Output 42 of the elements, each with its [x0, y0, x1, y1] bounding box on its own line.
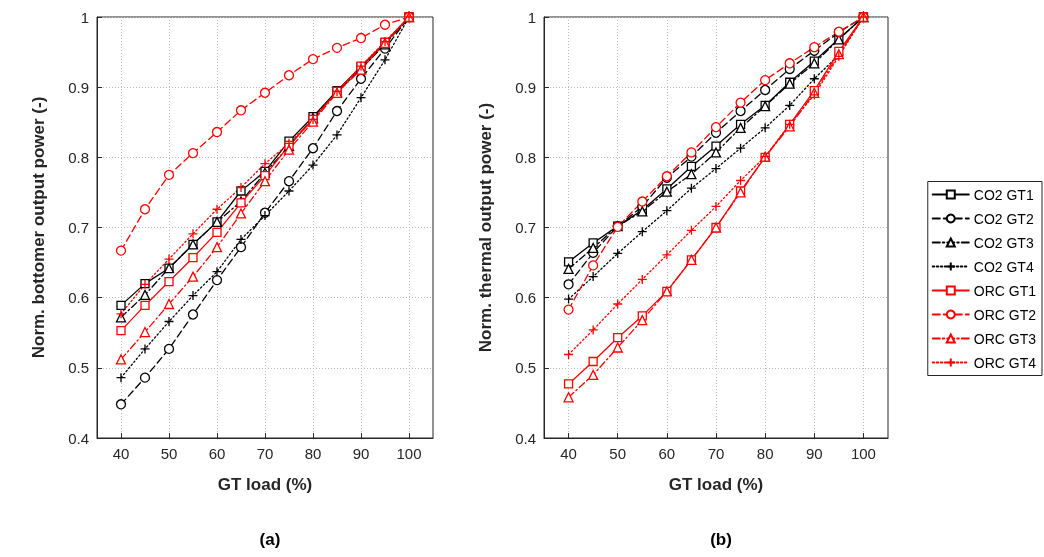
y-tick-label: 0.7 [515, 219, 536, 236]
y-axis-title: Norm. bottomer output power (-) [29, 96, 48, 359]
y-tick-label: 0.6 [515, 289, 536, 307]
legend-label: CO2 GT1 [973, 186, 1034, 203]
y-tick-label: 0.4 [68, 429, 89, 447]
legend-label: CO2 GT3 [973, 234, 1034, 251]
y-tick-label: 0.4 [515, 429, 536, 447]
x-axis-title: GT load (%) [668, 475, 764, 494]
text: (a) [259, 530, 281, 549]
x-tick-label: 60 [658, 445, 676, 462]
legend-label: ORC GT3 [973, 330, 1037, 347]
x-tick-label: 80 [756, 445, 774, 462]
y-axis-title: Norm. thermal output power (-) [476, 102, 495, 353]
x-tick-label: 50 [609, 445, 627, 462]
y-tick-label: 1 [527, 8, 536, 26]
legend-label: CO2 GT4 [973, 258, 1034, 275]
x-tick-label: 50 [160, 445, 178, 462]
x-tick-label: 90 [352, 445, 370, 462]
y-tick-label: 0.8 [515, 148, 536, 166]
y-tick-label: 0.9 [515, 78, 536, 96]
x-tick-label: 60 [208, 445, 226, 462]
x-tick-label: 100 [850, 445, 876, 462]
y-tick-label: 0.5 [68, 359, 89, 377]
y-tick-label: 0.8 [68, 148, 89, 166]
x-tick-label: 80 [304, 445, 322, 462]
x-tick-label: 40 [112, 445, 130, 462]
y-tick-label: 1 [80, 8, 89, 26]
legend-label: CO2 GT2 [973, 210, 1034, 227]
y-tick-label: 0.6 [68, 289, 89, 307]
y-tick-label: 0.9 [68, 78, 89, 96]
legend-label: ORC GT2 [973, 306, 1037, 323]
y-tick-label: 0.7 [68, 219, 89, 236]
legend-label: ORC GT1 [973, 282, 1037, 299]
x-tick-label: 90 [805, 445, 823, 462]
text: (b) [710, 530, 732, 549]
y-tick-label: 0.5 [515, 359, 536, 377]
x-tick-label: 70 [256, 445, 274, 462]
x-tick-label: 70 [707, 445, 725, 462]
x-tick-label: 100 [396, 445, 422, 462]
x-tick-label: 40 [560, 445, 577, 462]
legend-label: ORC GT4 [973, 354, 1037, 371]
x-axis-title: GT load (%) [217, 475, 313, 494]
